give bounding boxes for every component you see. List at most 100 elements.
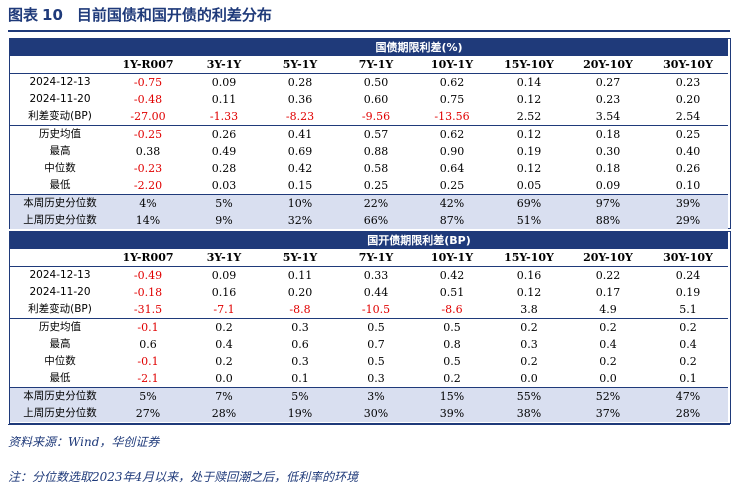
table-cell: -13.56 <box>434 110 470 123</box>
table-cell: 0.40 <box>675 145 701 158</box>
column-header: 7Y-1Y <box>338 56 414 74</box>
table-cell: 0.0 <box>520 372 538 385</box>
table-cell: 15% <box>414 387 490 405</box>
row-label: 2024-11-20 <box>29 93 91 105</box>
row-label: 本周历史分位数 <box>10 387 110 405</box>
table-cell: 3% <box>338 387 414 405</box>
row-label: 利差变动(BP) <box>28 303 92 315</box>
table-cell: 0.36 <box>287 93 313 106</box>
table-cell: 0.25 <box>648 125 729 143</box>
table-cell: 5% <box>110 387 186 405</box>
table-cell: 2.52 <box>516 110 542 123</box>
table-cell: -8.6 <box>441 303 463 316</box>
table-row: 上周历史分位数 14% 9% 32% 66% 87% 51% 88% 29% <box>10 212 729 229</box>
table-cell: 0.58 <box>363 162 389 175</box>
note-text: 注：分位数选取2023年4月以来，处于赎回潮之后，低利率的环境 <box>8 470 359 484</box>
table-cell: 66% <box>338 212 414 229</box>
table-cell: 0.03 <box>211 179 237 192</box>
table-cell: 0.18 <box>595 162 621 175</box>
table-cell: 0.50 <box>363 76 389 89</box>
row-label: 本周历史分位数 <box>10 194 110 212</box>
row-label: 历史均值 <box>10 125 110 143</box>
table-cell: 0.2 <box>215 355 233 368</box>
figure-title: 图表 10 目前国债和国开债的利差分布 <box>8 4 272 26</box>
column-header: 20Y-10Y <box>568 56 648 74</box>
table-cell: 3.8 <box>520 303 538 316</box>
table-cell: 5% <box>186 194 262 212</box>
table-frame-cdb <box>9 231 731 424</box>
table-cell: -9.56 <box>361 110 391 123</box>
table-cell: -0.48 <box>133 93 163 106</box>
table-cell: 0.12 <box>516 93 542 106</box>
table-cell: 0.4 <box>599 338 617 351</box>
table-cell: 88% <box>568 212 648 229</box>
table-row: 利差变动(BP) -31.5 -7.1 -8.8 -10.5 -8.6 3.8 4.9 5.1 <box>10 301 728 319</box>
table-cell: 0.26 <box>186 125 262 143</box>
table-cell: 0.11 <box>287 269 313 282</box>
table-cell: 0.25 <box>439 179 465 192</box>
row-label: 2024-12-13 <box>29 269 91 281</box>
table-cell: -27.00 <box>130 110 166 123</box>
column-header: 30Y-10Y <box>648 249 729 267</box>
table-cell: 5.1 <box>679 303 697 316</box>
table-cell: 0.24 <box>675 269 701 282</box>
table-cell: 0.0 <box>215 372 233 385</box>
source-text: 资料来源：Wind，华创证券 <box>8 435 160 449</box>
table-row: 本周历史分位数 4% 5% 10% 22% 42% 69% 97% 39% <box>10 194 729 212</box>
table-row: 历史均值 -0.1 0.2 0.3 0.5 0.5 0.2 0.2 0.2 <box>10 318 729 336</box>
table-row: 中位数 -0.1 0.2 0.3 0.5 0.5 0.2 0.2 0.2 <box>10 353 728 370</box>
treasury-spread-table: 国债期限利差(%) 1Y-R007 3Y-1Y 5Y-1Y 7Y-1Y 10Y-1Y 15Y… <box>10 39 729 229</box>
table-cell: -8.8 <box>289 303 311 316</box>
table-cell: -0.1 <box>137 355 159 368</box>
table-cell: 0.12 <box>516 286 542 299</box>
table-cell: 0.5 <box>338 318 414 336</box>
table-cell: 0.2 <box>599 355 617 368</box>
table-cell: 0.30 <box>595 145 621 158</box>
column-header-row: 1Y-R007 3Y-1Y 5Y-1Y 7Y-1Y 10Y-1Y 15Y-10Y 20Y-1… <box>10 249 729 267</box>
row-label: 2024-12-13 <box>29 76 91 88</box>
table-row: 最低 -2.20 0.03 0.15 0.25 0.25 0.05 0.09 0.10 <box>10 177 728 195</box>
table-cell: 0.2 <box>186 318 262 336</box>
table-cell: 0.5 <box>443 355 461 368</box>
table-cell: 14% <box>110 212 186 229</box>
table-cell: -0.25 <box>110 125 186 143</box>
table-cell: 0.42 <box>439 269 465 282</box>
row-label: 历史均值 <box>10 318 110 336</box>
table-cell: 0.28 <box>211 162 237 175</box>
column-header: 3Y-1Y <box>186 249 262 267</box>
table-cell: -0.49 <box>133 269 163 282</box>
section-title-spacer <box>10 232 110 249</box>
table-cell: 0.75 <box>439 93 465 106</box>
table-row: 上周历史分位数 27% 28% 19% 30% 39% 38% 37% 28% <box>10 405 729 422</box>
table-cell: 0.62 <box>414 125 490 143</box>
table-cell: 0.23 <box>595 93 621 106</box>
table-cell: 0.20 <box>675 93 701 106</box>
table-cell: -10.5 <box>361 303 391 316</box>
table-cell: 0.25 <box>363 179 389 192</box>
table-cell: 0.2 <box>490 318 568 336</box>
column-header: 15Y-10Y <box>490 249 568 267</box>
row-label: 最高 <box>49 145 71 157</box>
table-cell: 0.3 <box>262 318 338 336</box>
column-header-corner <box>10 56 110 74</box>
table-cell: -1.33 <box>209 110 239 123</box>
table-cell: 0.6 <box>291 338 309 351</box>
table-cell: 0.18 <box>568 125 648 143</box>
column-header: 30Y-10Y <box>648 56 729 74</box>
table-cell: 0.49 <box>211 145 237 158</box>
row-label: 中位数 <box>44 162 76 174</box>
table-cell: 0.10 <box>675 179 701 192</box>
table-cell: 0.09 <box>211 269 237 282</box>
table-cell: 52% <box>568 387 648 405</box>
table-cell: 0.28 <box>287 76 313 89</box>
table-cell: 3.54 <box>595 110 621 123</box>
table-cell: 0.7 <box>367 338 385 351</box>
row-label: 最高 <box>49 338 71 350</box>
table-cell: 0.16 <box>211 286 237 299</box>
table-cell: 30% <box>338 405 414 422</box>
table-cell: 0.5 <box>367 355 385 368</box>
table-cell: 0.44 <box>363 286 389 299</box>
section-title-spacer <box>10 39 110 56</box>
table-cell: 0.16 <box>516 269 542 282</box>
table-cell: 0.2 <box>568 318 648 336</box>
